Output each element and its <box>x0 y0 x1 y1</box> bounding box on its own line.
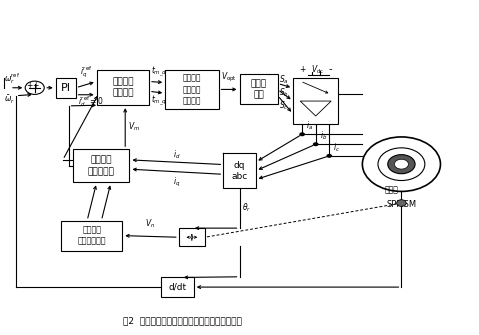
Text: -: - <box>328 65 332 74</box>
Text: $i_c$: $i_c$ <box>333 141 340 154</box>
Text: $i_d^{\rm ref}{=}0$: $i_d^{\rm ref}{=}0$ <box>78 94 104 109</box>
Text: $\bar{\omega}_r$: $\bar{\omega}_r$ <box>4 94 15 107</box>
Circle shape <box>299 132 305 136</box>
Text: SPMSM: SPMSM <box>387 200 416 209</box>
Text: $t_{m\_q}$: $t_{m\_q}$ <box>151 94 167 109</box>
Text: $S_a$: $S_a$ <box>279 74 289 86</box>
Text: $t_{m\_d}$: $t_{m\_d}$ <box>151 65 167 79</box>
Bar <box>97 70 149 105</box>
Bar <box>73 149 129 183</box>
Text: 建立广义
基本电压矢量: 建立广义 基本电压矢量 <box>78 225 106 246</box>
Text: +: + <box>32 81 38 90</box>
Text: $V_n$: $V_n$ <box>146 217 156 229</box>
Bar <box>223 153 256 188</box>
Bar <box>240 74 278 105</box>
Bar <box>56 78 76 98</box>
Text: $i_b$: $i_b$ <box>319 130 327 142</box>
Text: d/dt: d/dt <box>169 283 187 291</box>
Text: $V_{\rm opt}$: $V_{\rm opt}$ <box>221 71 237 84</box>
Text: 占空比
计算: 占空比 计算 <box>251 79 267 99</box>
Text: 求取矢量
作用时间: 求取矢量 作用时间 <box>112 78 134 98</box>
Text: $S_c$: $S_c$ <box>279 100 289 113</box>
Circle shape <box>394 159 409 169</box>
Text: +: + <box>26 81 32 90</box>
Text: dq
abc: dq abc <box>231 161 248 181</box>
Text: 编码器: 编码器 <box>385 186 399 195</box>
Text: $S_b$: $S_b$ <box>279 87 289 99</box>
Bar <box>61 221 122 251</box>
Text: $V_m$: $V_m$ <box>128 121 140 133</box>
Text: 价值函数
选择最优
电压矢量: 价值函数 选择最优 电压矢量 <box>182 74 201 105</box>
Text: $i_q$: $i_q$ <box>173 176 180 189</box>
Bar <box>165 70 218 109</box>
Circle shape <box>397 200 406 206</box>
Bar <box>161 277 194 297</box>
Text: $\omega_r^{\rm ref}$: $\omega_r^{\rm ref}$ <box>4 71 20 86</box>
Bar <box>179 228 205 247</box>
Circle shape <box>388 155 415 174</box>
Text: PI: PI <box>61 83 71 93</box>
Text: 图2  基于矢量作用时间的预测电流控制结构框图: 图2 基于矢量作用时间的预测电流控制结构框图 <box>123 317 242 326</box>
Text: $\theta_r$: $\theta_r$ <box>242 202 251 214</box>
Text: $V_{\rm dc}$: $V_{\rm dc}$ <box>311 63 325 76</box>
Text: +: + <box>299 65 306 74</box>
Circle shape <box>326 154 332 158</box>
Circle shape <box>313 142 319 146</box>
Bar <box>293 78 338 124</box>
Text: $i_q^{\rm ref}$: $i_q^{\rm ref}$ <box>80 65 92 80</box>
Text: 优化备选
电压矢量集: 优化备选 电压矢量集 <box>88 156 115 176</box>
Text: $i_a$: $i_a$ <box>306 120 313 132</box>
Text: $i_d$: $i_d$ <box>172 148 180 160</box>
